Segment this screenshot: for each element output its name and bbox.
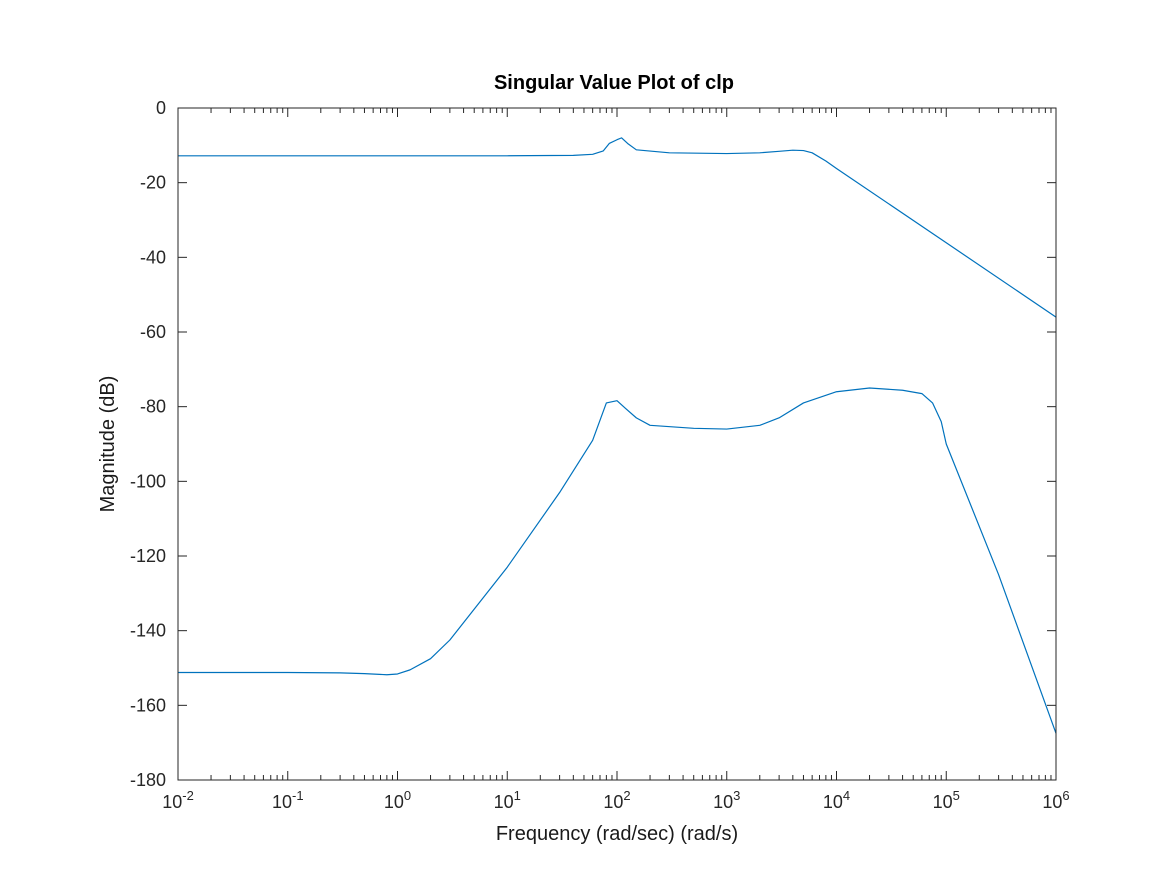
x-tick-label-base: 10	[823, 792, 843, 812]
x-tick-label-base: 10	[713, 792, 733, 812]
x-tick-label: 105	[933, 788, 960, 812]
x-tick-label-exponent: -1	[292, 788, 304, 803]
x-tick-label-base: 10	[1042, 792, 1062, 812]
curve-group	[178, 137, 1057, 734]
x-tick-label-exponent: 4	[843, 788, 850, 803]
y-tick-label: 0	[156, 98, 166, 118]
x-tick-label: 10-2	[162, 788, 194, 812]
x-tick-label-exponent: 0	[404, 788, 411, 803]
y-axis-label: Magnitude (dB)	[97, 376, 119, 513]
x-tick-label-exponent: 3	[733, 788, 740, 803]
plot-area	[178, 108, 1056, 780]
chart-title: Singular Value Plot of clp	[494, 72, 734, 94]
x-tick-label: 106	[1042, 788, 1069, 812]
x-tick-label-exponent: 6	[1062, 788, 1069, 803]
x-axis-label: Frequency (rad/sec) (rad/s)	[496, 823, 738, 845]
y-tick-label: -120	[130, 546, 166, 566]
x-tick-label-base: 10	[162, 792, 182, 812]
y-tick-label: -80	[140, 397, 166, 417]
x-tick-label: 10-1	[272, 788, 304, 812]
x-tick-label-base: 10	[603, 792, 623, 812]
y-tick-label: -180	[130, 770, 166, 790]
x-tick-label-exponent: 5	[953, 788, 960, 803]
x-tick-label-exponent: -2	[182, 788, 194, 803]
y-tick-label: -140	[130, 621, 166, 641]
y-tick-label: -40	[140, 247, 166, 267]
x-tick-label-base: 10	[933, 792, 953, 812]
y-tick-label: -160	[130, 695, 166, 715]
x-tick-label: 101	[494, 788, 521, 812]
x-tick-label-exponent: 2	[623, 788, 630, 803]
x-tick-label: 104	[823, 788, 850, 812]
x-tick-label: 102	[603, 788, 630, 812]
x-tick-label: 103	[713, 788, 740, 812]
y-tick-label: -60	[140, 322, 166, 342]
x-tick-label-base: 10	[384, 792, 404, 812]
singular-value-curve-2	[178, 387, 1057, 734]
tick-labels: 10-2 10-1 100 101 102 103 104 105 1060-20-40-60-…	[130, 98, 1070, 812]
singular-value-curve-1	[178, 137, 1057, 318]
x-tick-label-base: 10	[272, 792, 292, 812]
plot-frame	[177, 107, 1057, 781]
x-tick-label: 100	[384, 788, 411, 812]
x-tick-label-base: 10	[494, 792, 514, 812]
x-tick-label-exponent: 1	[514, 788, 521, 803]
y-tick-label: -100	[130, 471, 166, 491]
y-tick-label: -20	[140, 173, 166, 193]
